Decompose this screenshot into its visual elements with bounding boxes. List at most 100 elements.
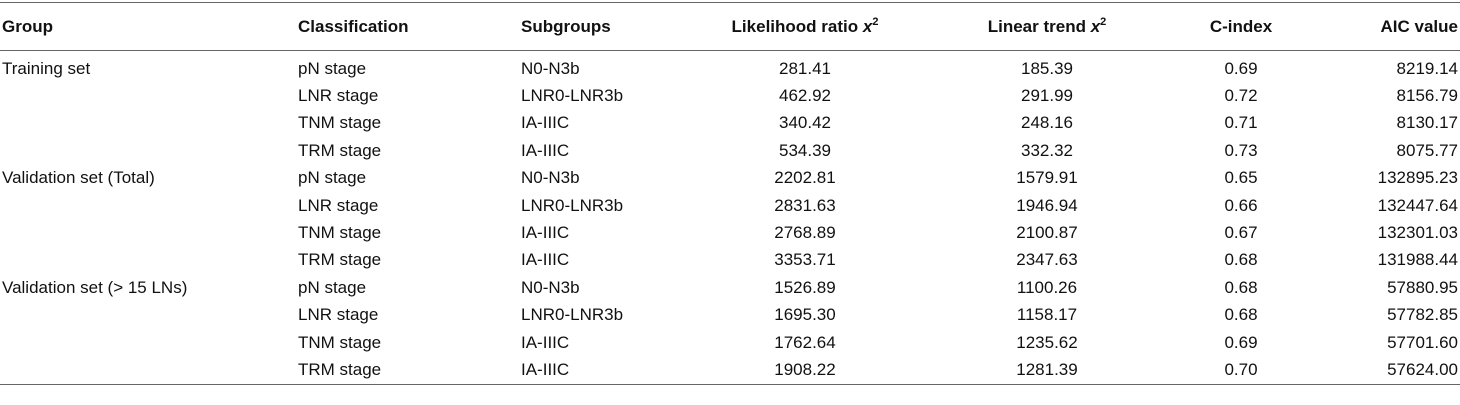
table-cell: 0.69 (1224, 332, 1258, 352)
table-cell: IA-IIIC (521, 223, 570, 243)
table-cell: 0.67 (1224, 223, 1258, 243)
table-cell: 1235.62 (1016, 332, 1078, 352)
header-cell: Linear trend x2 (910, 3, 1184, 51)
table-row: LNR stage LNR0-LNR3b 462.92 291.99 0.72 8156.… (0, 82, 1460, 109)
header-cell: C-index (1209, 16, 1273, 36)
table-cell: 1100.26 (1016, 277, 1078, 297)
group-cell (0, 247, 298, 274)
table-cell: LNR stage (298, 86, 379, 106)
table-cell: 2768.89 (774, 223, 836, 243)
table-cell: LNR stage (298, 195, 379, 215)
group-cell (0, 137, 298, 164)
table-cell: 2347.63 (1016, 250, 1078, 270)
table-cell: TNM stage (298, 332, 382, 352)
table-row: Validation set (Total) pN stage N0-N3b 2202… (0, 165, 1460, 192)
table-row: LNR stage LNR0-LNR3b 2831.63 1946.94 0.66 132… (0, 192, 1460, 219)
table-row: TNM stage IA-IIIC 340.42 248.16 0.71 8130.17 (0, 110, 1460, 137)
table-cell: 281.41 (779, 58, 831, 78)
group-cell (0, 329, 298, 356)
table-cell: 8075.77 (1396, 140, 1458, 160)
table-cell: 2100.87 (1016, 223, 1078, 243)
table-cell: pN stage (298, 277, 367, 297)
table-cell: 0.73 (1224, 140, 1258, 160)
table-row: TRM stage IA-IIIC 3353.71 2347.63 0.68 131988… (0, 247, 1460, 274)
table-cell: IA-IIIC (521, 113, 570, 133)
table-cell: 1526.89 (774, 277, 836, 297)
header-text: Linear trend (987, 16, 1091, 36)
table-cell: 1946.94 (1016, 195, 1078, 215)
table-cell: 3353.71 (774, 250, 836, 270)
header-cell: AIC value (1380, 16, 1458, 36)
header-symbol: x (862, 16, 873, 36)
table-cell: IA-IIIC (521, 359, 570, 379)
table-cell: 534.39 (779, 140, 831, 160)
group-cell (0, 192, 298, 219)
table-cell: 0.65 (1224, 168, 1258, 188)
group-cell (0, 356, 298, 384)
table-cell: 2831.63 (774, 195, 836, 215)
header-cell: Group (2, 16, 53, 36)
table-cell: 0.68 (1224, 305, 1258, 325)
table-cell: N0-N3b (521, 58, 580, 78)
table-cell: LNR0-LNR3b (521, 86, 624, 106)
table-cell: TNM stage (298, 113, 382, 133)
header-text: Likelihood ratio (731, 16, 863, 36)
group-cell (0, 219, 298, 246)
table-cell: TNM stage (298, 223, 382, 243)
table-cell: 132895.23 (1377, 168, 1458, 188)
table-cell: 132301.03 (1377, 223, 1458, 243)
table-cell: 57624.00 (1387, 359, 1458, 379)
table-cell: 0.70 (1224, 359, 1258, 379)
table-body: Training set pN stage N0-N3b 281.41 185.39 0.… (0, 51, 1460, 385)
table-cell: IA-IIIC (521, 332, 570, 352)
table-cell: 8130.17 (1396, 113, 1458, 133)
header-symbol: x (1090, 16, 1101, 36)
data-table: Group Classification Subgroups Likelihood r… (0, 2, 1460, 385)
table-row: Training set pN stage N0-N3b 281.41 185.39 0.… (0, 51, 1460, 83)
table-cell: IA-IIIC (521, 250, 570, 270)
table-cell: 291.99 (1021, 86, 1073, 106)
header-cell: Classification (298, 16, 409, 36)
table-cell: IA-IIIC (521, 140, 570, 160)
table-cell: 2202.81 (774, 168, 836, 188)
table-cell: 0.71 (1224, 113, 1258, 133)
table-cell: 57880.95 (1387, 277, 1458, 297)
table-cell: 0.66 (1224, 195, 1258, 215)
table-cell: 1158.17 (1016, 305, 1078, 325)
header-superscript: 2 (1100, 15, 1107, 28)
table-cell: 1281.39 (1016, 359, 1078, 379)
table-cell: 1695.30 (774, 305, 836, 325)
table-cell: LNR0-LNR3b (521, 195, 624, 215)
table-cell: TRM stage (298, 140, 382, 160)
table-cell: pN stage (298, 58, 367, 78)
table-cell: 340.42 (779, 113, 831, 133)
group-cell: Validation set (> 15 LNs) (2, 277, 188, 297)
table-cell: N0-N3b (521, 168, 580, 188)
table-cell: 0.72 (1224, 86, 1258, 106)
table-cell: TRM stage (298, 250, 382, 270)
table-cell: 248.16 (1021, 113, 1073, 133)
table-cell: 131988.44 (1377, 250, 1458, 270)
table-row: LNR stage LNR0-LNR3b 1695.30 1158.17 0.68 577… (0, 302, 1460, 329)
group-cell (0, 82, 298, 109)
table-cell: 1762.64 (774, 332, 836, 352)
table-row: TNM stage IA-IIIC 2768.89 2100.87 0.67 132301… (0, 219, 1460, 246)
table-cell: 0.68 (1224, 250, 1258, 270)
table-row: TRM stage IA-IIIC 1908.22 1281.39 0.70 57624.… (0, 356, 1460, 385)
header-cell: Likelihood ratio x2 (700, 3, 910, 51)
header-cell: Subgroups (521, 16, 611, 36)
table-cell: 0.68 (1224, 277, 1258, 297)
table-cell: 57782.85 (1387, 305, 1458, 325)
table-row: TRM stage IA-IIIC 534.39 332.32 0.73 8075.77 (0, 137, 1460, 164)
table-cell: 8219.14 (1396, 58, 1458, 78)
table-cell: LNR0-LNR3b (521, 305, 624, 325)
table-cell: LNR stage (298, 305, 379, 325)
table-row: TNM stage IA-IIIC 1762.64 1235.62 0.69 57701.… (0, 329, 1460, 356)
table-cell: 57701.60 (1387, 332, 1458, 352)
group-cell: Validation set (Total) (2, 168, 155, 188)
table-row: Validation set (> 15 LNs) pN stage N0-N3b 1… (0, 274, 1460, 301)
group-cell (0, 110, 298, 137)
header-superscript: 2 (872, 15, 879, 28)
table-cell: N0-N3b (521, 277, 580, 297)
